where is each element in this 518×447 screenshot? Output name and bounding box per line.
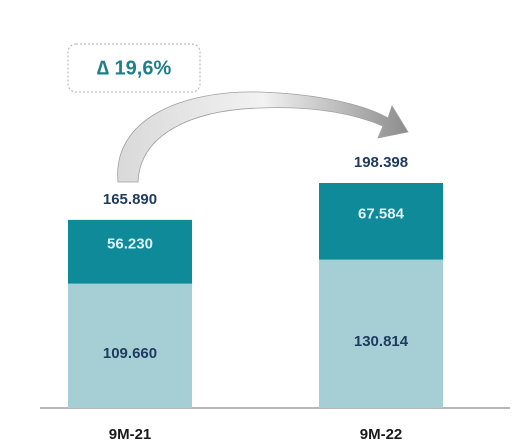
x-tick-label: 9M-22 bbox=[360, 426, 403, 443]
annotation-box bbox=[67, 43, 201, 93]
total-label: 165.890 bbox=[103, 191, 157, 208]
value-label: 56.230 bbox=[107, 236, 153, 253]
bar-segment bbox=[319, 259, 443, 408]
bar-segment bbox=[68, 283, 192, 408]
x-tick-label: 9M-21 bbox=[109, 426, 152, 443]
value-label: 130.814 bbox=[354, 333, 409, 350]
growth-arrow bbox=[117, 91, 409, 183]
total-label: 198.398 bbox=[354, 154, 408, 171]
bar-segment bbox=[319, 183, 443, 260]
value-label: 109.660 bbox=[103, 345, 157, 362]
annotation: ∆ 19,6% bbox=[97, 57, 172, 79]
bar-segment bbox=[68, 219, 192, 284]
value-label: 67.584 bbox=[358, 205, 405, 222]
